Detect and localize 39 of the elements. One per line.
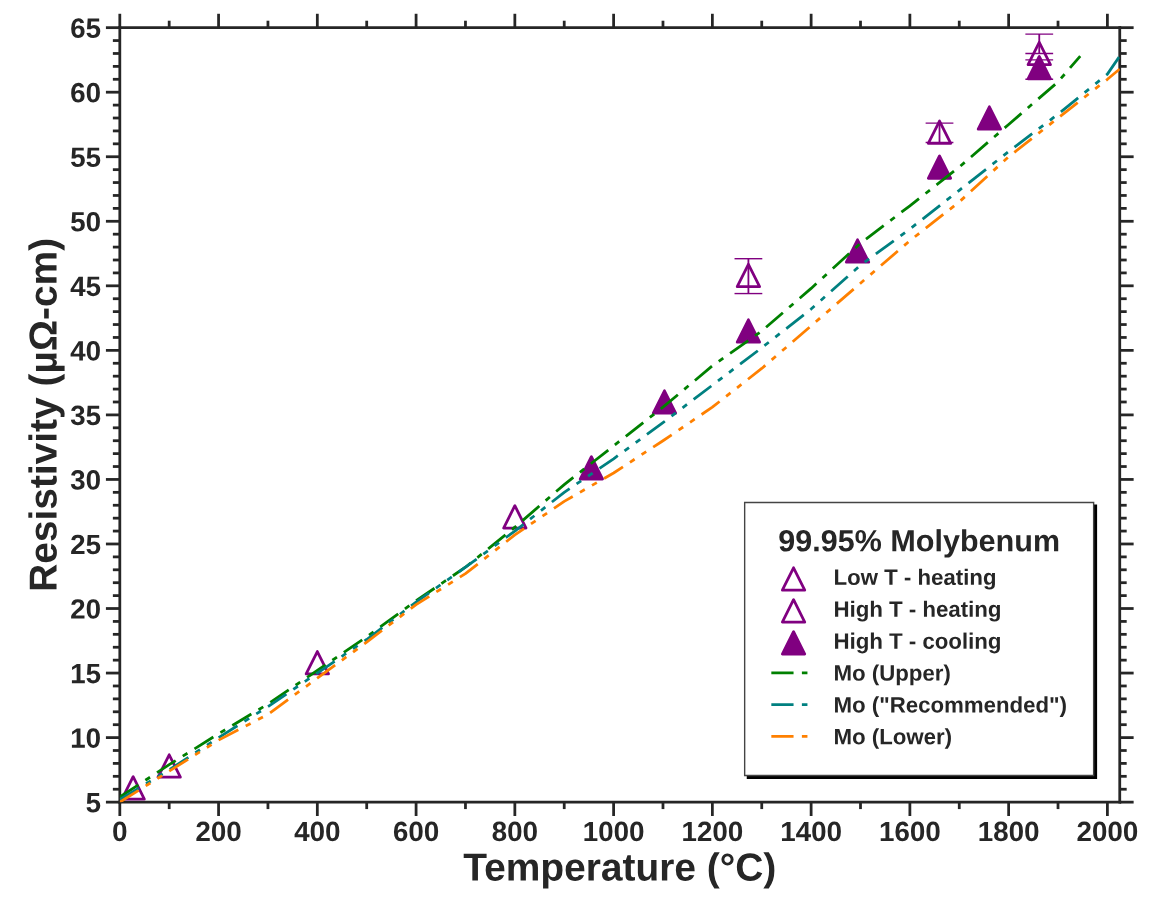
legend-label: Low T - heating <box>835 568 996 590</box>
x-tick-label: 200 <box>196 821 241 842</box>
legend-label: High T - cooling <box>835 632 1000 654</box>
y-tick-label: 55 <box>71 147 101 168</box>
x-tick-label: 1000 <box>584 821 644 842</box>
point <box>735 262 761 289</box>
legend-label: Mo (Upper) <box>835 664 950 686</box>
x-tick-label: 1600 <box>880 821 940 842</box>
point <box>844 238 871 264</box>
y-tick-label: 25 <box>71 534 101 555</box>
x-tick-label: 0 <box>113 821 127 842</box>
x-tick-label: 1200 <box>683 821 743 842</box>
point <box>976 105 1002 131</box>
x-axis-title: Temperature (°C) <box>463 852 775 889</box>
y-tick-label: 65 <box>71 18 101 38</box>
legend-title: 99.95% Molybenum <box>779 529 1059 558</box>
y-tick-label: 20 <box>71 599 100 619</box>
legend-label: Mo ("Recommended") <box>835 696 1066 718</box>
point <box>735 318 761 344</box>
x-tick-label: 1400 <box>781 821 841 842</box>
y-tick-label: 45 <box>70 276 101 297</box>
y-tick-label: 50 <box>71 211 100 232</box>
point <box>926 154 953 180</box>
y-tick-label: 40 <box>70 341 100 361</box>
y-tick-label: 10 <box>71 728 100 748</box>
x-tick-label: 400 <box>294 821 340 842</box>
y-tick-label: 5 <box>86 793 101 813</box>
y-tick-label: 30 <box>70 470 100 490</box>
x-tick-label: 600 <box>393 821 439 842</box>
legend-label: High T - heating <box>835 600 1000 622</box>
x-tick-label: 1800 <box>979 821 1039 842</box>
point <box>1026 40 1052 67</box>
y-axis-title: Resistivity (µΩ-cm) <box>28 239 65 590</box>
legend-label: Mo (Lower) <box>835 728 951 749</box>
y-tick-label: 60 <box>71 82 100 103</box>
y-tick-label: 35 <box>70 405 101 426</box>
x-tick-label: 800 <box>492 821 537 842</box>
y-tick-label: 15 <box>71 664 101 684</box>
x-tick-label: 2000 <box>1077 821 1138 842</box>
